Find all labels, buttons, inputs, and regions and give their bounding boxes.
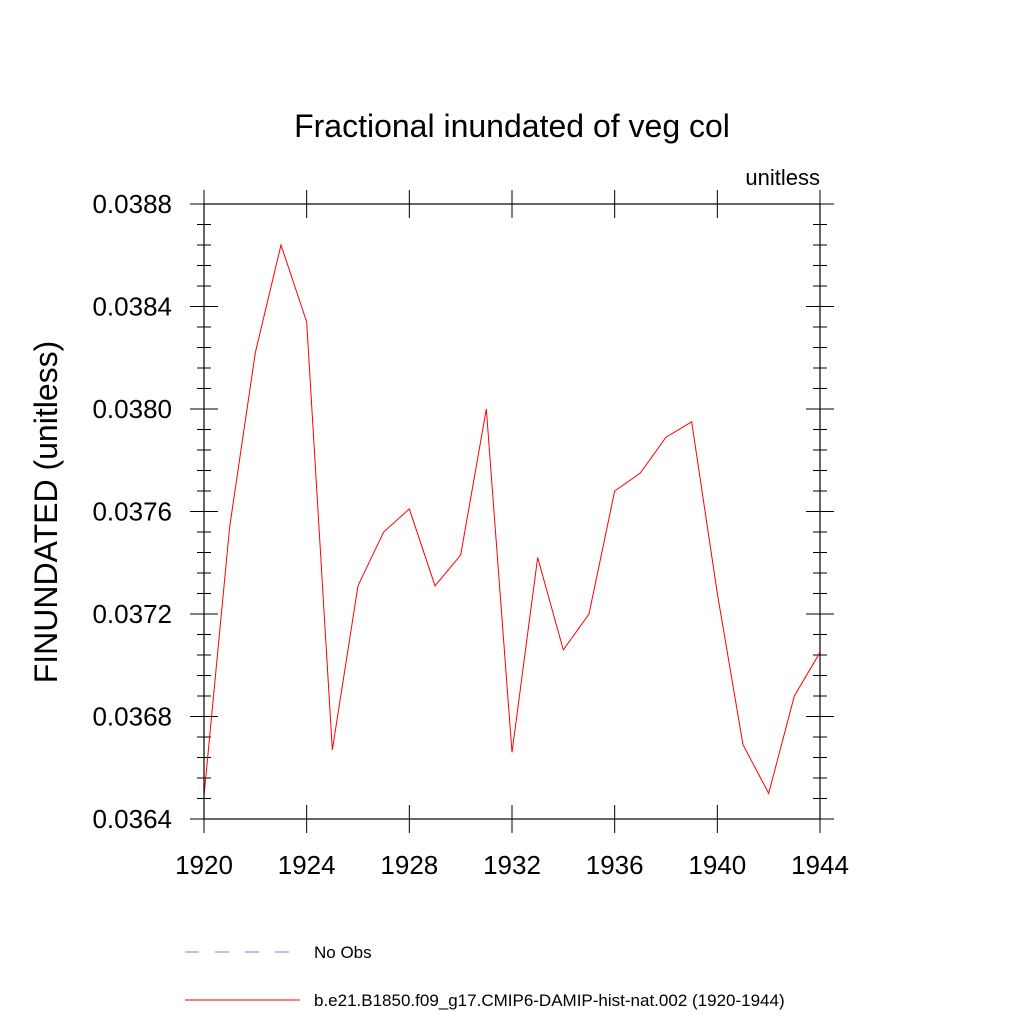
x-tick-label: 1936 [586, 850, 644, 880]
y-axis-label: FINUNDATED (unitless) [28, 341, 64, 684]
series-layer [203, 243, 821, 796]
x-tick-label: 1944 [791, 850, 849, 880]
axis-ticks [190, 190, 834, 833]
y-tick-label: 0.0376 [92, 497, 172, 527]
x-tick-label: 1924 [278, 850, 336, 880]
series-line [203, 243, 821, 796]
y-tick-label: 0.0368 [92, 702, 172, 732]
legend-label: No Obs [314, 943, 372, 962]
y-tick-label: 0.0380 [92, 394, 172, 424]
x-tick-label: 1940 [688, 850, 746, 880]
units-label: unitless [745, 165, 820, 190]
legend: No Obs b.e21.B1850.f09_g17.CMIP6-DAMIP-hi… [185, 943, 785, 1010]
chart-title: Fractional inundated of veg col [294, 108, 730, 144]
x-tick-label: 1932 [483, 850, 541, 880]
y-tick-label: 0.0364 [92, 804, 172, 834]
plot-frame [203, 203, 821, 820]
x-tick-label: 1928 [380, 850, 438, 880]
legend-label: b.e21.B1850.f09_g17.CMIP6-DAMIP-hist-nat… [314, 991, 785, 1010]
y-tick-label: 0.0372 [92, 599, 172, 629]
axis-tick-labels: 1920 1924 1928 1932 1936 1940 1944 0.0364 0.0368… [92, 189, 848, 880]
y-tick-label: 0.0384 [92, 292, 172, 322]
x-tick-label: 1920 [175, 850, 233, 880]
y-tick-label: 0.0388 [92, 189, 172, 219]
